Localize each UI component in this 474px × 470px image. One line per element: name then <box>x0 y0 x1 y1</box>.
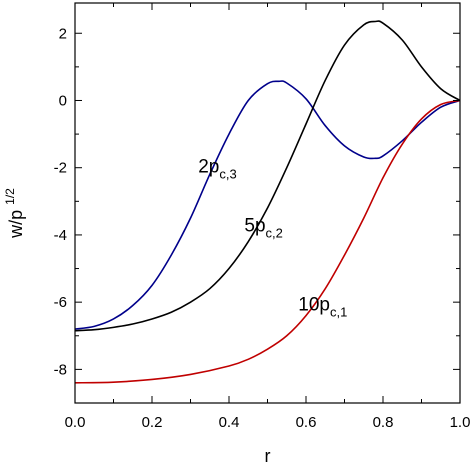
curve-label: 10pc,1 <box>298 295 347 320</box>
y-tick-label: -8 <box>54 361 67 378</box>
curve-label-main: 2p <box>198 157 219 178</box>
y-tick-label: -4 <box>54 227 67 244</box>
curve-label-subscript: c,3 <box>219 167 236 182</box>
y-axis-title-superscript: 1/2 <box>3 188 17 205</box>
curve-label-subscript: c,2 <box>266 226 283 241</box>
y-tick-label: -2 <box>54 160 67 177</box>
curve-label-main: 10p <box>298 295 330 316</box>
x-axis-title: r <box>265 446 271 466</box>
curve-label: 2pc,3 <box>198 157 236 182</box>
y-tick-label: 2 <box>59 25 67 42</box>
curve-label-main: 5p <box>244 216 265 237</box>
curve-label: 5pc,2 <box>244 216 282 241</box>
annotations-layer: 2pc,3 5pc,2 10pc,1 <box>198 157 347 320</box>
series-line-1 <box>74 80 461 330</box>
series-line-3 <box>74 99 461 384</box>
y-axis-title-main: w/p <box>6 210 26 239</box>
y-tick-label: 0 <box>59 92 67 109</box>
series-layer <box>74 20 461 384</box>
x-tick-label: 0.8 <box>373 414 394 431</box>
plot-frame <box>74 2 461 404</box>
y-axis-title: w/p 1/2 <box>3 188 26 239</box>
ticks-layer: 0.0 0.2 0.4 0.6 0.8 1.0 2 0 -2 -4 -6 -8 <box>54 3 471 431</box>
x-tick-label: 0.4 <box>219 414 240 431</box>
y-tick-label: -6 <box>54 294 67 311</box>
x-tick-label: 0.2 <box>142 414 163 431</box>
x-tick-label: 1.0 <box>450 414 471 431</box>
x-tick-label: 0.0 <box>65 414 86 431</box>
curve-label-subscript: c,1 <box>330 305 347 320</box>
x-tick-label: 0.6 <box>296 414 317 431</box>
series-line-2 <box>74 20 461 332</box>
